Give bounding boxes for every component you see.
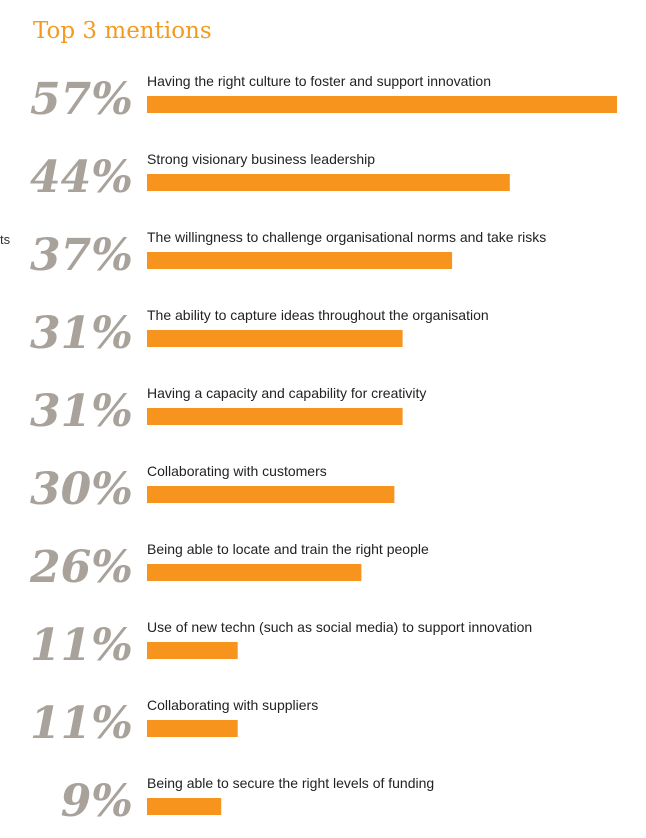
percent-label: 31% — [30, 308, 133, 359]
bar — [147, 96, 617, 113]
bar — [147, 486, 395, 503]
bar — [147, 564, 362, 581]
bar — [147, 798, 222, 815]
percent-label: 57% — [30, 74, 133, 125]
clipped-side-text: ts — [0, 232, 11, 247]
percent-label: 44% — [30, 152, 133, 203]
bar — [147, 642, 238, 659]
category-label: Strong visionary business leadership — [147, 151, 375, 167]
category-label: Having a capacity and capability for cre… — [147, 385, 426, 401]
bar — [147, 174, 510, 191]
bar — [147, 330, 403, 347]
chart-title: Top 3 mentions — [33, 18, 212, 44]
category-label: Being able to secure the right levels of… — [147, 775, 434, 791]
bar — [147, 720, 238, 737]
category-label: The ability to capture ideas throughout … — [147, 307, 489, 323]
percent-label: 30% — [30, 464, 133, 515]
category-label: Collaborating with suppliers — [147, 697, 318, 713]
bar — [147, 252, 453, 269]
bar — [147, 408, 403, 425]
category-label: Use of new techn (such as social media) … — [147, 619, 532, 635]
percent-label: 9% — [61, 776, 133, 827]
percent-label: 26% — [29, 542, 133, 593]
percent-label: 37% — [30, 230, 133, 281]
category-label: Having the right culture to foster and s… — [147, 73, 491, 89]
percent-label: 11% — [30, 698, 133, 749]
percent-label: 31% — [30, 386, 133, 437]
percent-label: 11% — [30, 620, 133, 671]
category-label: Collaborating with customers — [147, 463, 327, 479]
category-label: The willingness to challenge organisatio… — [147, 229, 546, 245]
category-label: Being able to locate and train the right… — [147, 541, 429, 557]
